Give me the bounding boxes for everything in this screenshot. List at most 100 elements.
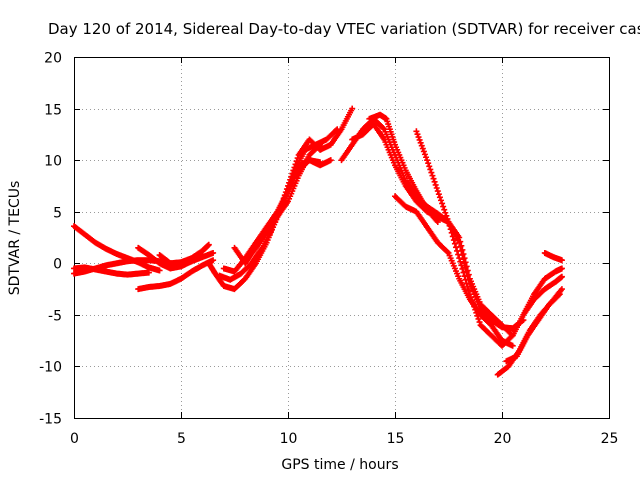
data-point	[463, 268, 470, 275]
data-point	[432, 181, 439, 188]
data-point	[424, 157, 431, 164]
data-point	[436, 194, 443, 201]
data-point	[317, 141, 324, 148]
data-point	[435, 191, 442, 198]
data-point	[462, 264, 469, 271]
data-point	[441, 206, 448, 213]
data-point	[457, 238, 464, 245]
data-point	[334, 126, 341, 133]
data-point	[416, 136, 423, 143]
data-series	[156, 249, 217, 269]
data-point	[450, 237, 457, 244]
data-point	[459, 265, 466, 272]
data-point	[380, 125, 387, 132]
data-point	[446, 222, 453, 229]
x-tick-label: 15	[387, 431, 405, 447]
x-axis-label: GPS time / hours	[281, 457, 398, 473]
y-tick-label: -15	[39, 412, 62, 428]
data-point	[425, 160, 432, 167]
data-series	[503, 291, 563, 365]
data-point	[429, 172, 436, 179]
data-point	[426, 163, 433, 170]
y-tick-label: -10	[39, 360, 62, 376]
data-point	[472, 306, 479, 313]
data-point	[423, 154, 430, 161]
data-point	[413, 128, 420, 135]
data-point	[210, 249, 217, 256]
data-point	[349, 105, 356, 112]
data-point	[316, 142, 323, 149]
data-point	[440, 203, 447, 210]
data-point	[434, 219, 441, 226]
x-tick-label: 10	[280, 431, 298, 447]
x-tick-label: 5	[177, 431, 186, 447]
data-point	[460, 256, 467, 263]
data-point	[445, 219, 452, 226]
data-point	[476, 319, 483, 326]
data-point	[438, 197, 445, 204]
data-point	[508, 333, 515, 340]
data-point	[455, 251, 462, 258]
data-point	[156, 267, 163, 274]
data-point	[419, 145, 426, 152]
data-point	[430, 175, 437, 182]
data-point	[421, 151, 428, 158]
data-point	[434, 188, 441, 195]
data-point	[509, 342, 516, 349]
data-point	[463, 263, 470, 270]
data-point	[447, 226, 454, 233]
data-point	[462, 259, 469, 266]
data-point	[210, 257, 217, 264]
x-tick-label: 0	[70, 431, 79, 447]
data-point	[451, 240, 458, 247]
data-point	[444, 215, 451, 222]
data-point	[464, 284, 471, 291]
data-point	[456, 239, 463, 246]
data-point	[439, 200, 446, 207]
data-series	[413, 128, 565, 349]
data-series	[520, 265, 565, 318]
data-point	[427, 166, 434, 173]
data-point	[456, 234, 463, 241]
data-point	[471, 303, 478, 310]
data-series	[338, 115, 527, 332]
data-point	[428, 169, 435, 176]
data-point	[475, 315, 482, 322]
y-tick-label: 0	[53, 257, 62, 273]
y-tick-label: 20	[44, 51, 62, 67]
data-series	[541, 249, 565, 264]
data-point	[558, 257, 565, 264]
data-point	[463, 280, 470, 287]
data-point	[454, 247, 461, 254]
data-point	[205, 241, 212, 248]
data-point	[443, 212, 450, 219]
data-point	[464, 267, 471, 274]
data-series	[71, 264, 152, 278]
data-point	[442, 209, 449, 216]
data-point	[461, 260, 468, 267]
y-tick-label: 15	[44, 103, 62, 119]
y-tick-label: 5	[53, 206, 62, 222]
plot-frame	[74, 57, 610, 419]
data-point	[433, 184, 440, 191]
data-point	[333, 127, 340, 134]
data-point	[460, 251, 467, 258]
data-point	[470, 300, 477, 307]
data-point	[465, 287, 472, 294]
data-point	[448, 229, 455, 236]
data-point	[555, 292, 562, 299]
data-point	[458, 262, 465, 269]
data-point	[418, 142, 425, 149]
x-tick-label: 20	[494, 431, 512, 447]
data-point	[456, 255, 463, 262]
y-tick-label: 10	[44, 154, 62, 170]
data-point	[420, 148, 427, 155]
data-series	[366, 111, 441, 226]
data-point	[460, 269, 467, 276]
chart-title: Day 120 of 2014, Sidereal Day-to-day VTE…	[48, 20, 640, 38]
data-point	[558, 273, 565, 280]
data-point	[465, 271, 472, 278]
data-series	[71, 223, 163, 274]
y-tick-label: -5	[48, 309, 62, 325]
